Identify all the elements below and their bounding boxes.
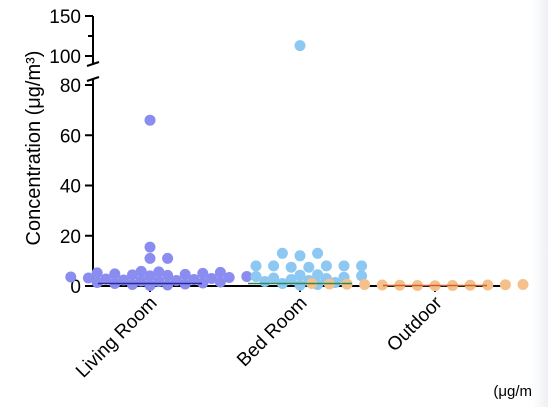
y-tick-label: 60: [60, 126, 81, 147]
data-point: [303, 261, 315, 273]
data-point: [214, 276, 226, 288]
data-point: [356, 270, 368, 282]
data-point: [276, 247, 288, 259]
y-tick-label: 40: [60, 177, 81, 198]
unit-note: (μg/m³): [493, 383, 542, 400]
y-tick-label: 20: [60, 227, 81, 248]
data-point: [109, 268, 121, 280]
data-point: [162, 252, 174, 264]
data-point: [91, 267, 103, 279]
data-point: [356, 260, 368, 272]
data-point: [223, 272, 235, 283]
data-point: [65, 271, 77, 283]
data-point: [188, 274, 200, 285]
data-point: [144, 252, 156, 264]
data-point: [320, 260, 332, 272]
data-point: [294, 279, 306, 291]
data-point: [338, 260, 350, 272]
axis-break-mark: [86, 76, 100, 82]
axis-break-mark: [86, 61, 100, 67]
axes: 0 20 40 60 80 100 150 Living Room Bed Room Outdoo…: [49, 7, 502, 382]
median-lines: [98, 282, 487, 287]
category-label: Outdoor: [383, 292, 447, 356]
data-point: [250, 271, 262, 282]
data-point: [268, 272, 280, 284]
data-point: [312, 247, 324, 259]
data-point: [241, 271, 253, 282]
data-point: [91, 277, 103, 288]
data-point: [144, 270, 156, 282]
data-point: [294, 250, 306, 262]
y-tick-label: 80: [60, 76, 81, 97]
data-point: [135, 265, 147, 277]
data-point: [294, 269, 306, 281]
data-point: [153, 266, 165, 278]
data-point: [214, 266, 226, 278]
data-point: [499, 279, 511, 291]
y-axis-title: Concentration (μg/m³): [23, 51, 45, 246]
data-point: [162, 279, 174, 291]
data-point: [197, 267, 209, 279]
data-point: [126, 279, 138, 290]
data-point: [268, 260, 280, 272]
data-points: [65, 40, 547, 292]
data-point: [312, 269, 324, 281]
data-point: [162, 269, 174, 281]
data-point: [144, 114, 156, 126]
data-point: [359, 279, 371, 290]
y-tick-label: 150: [49, 7, 81, 28]
data-point: [197, 277, 209, 289]
data-point: [294, 40, 306, 52]
data-point: [144, 241, 156, 253]
data-point: [285, 274, 297, 285]
y-tick-label: 0: [70, 277, 81, 298]
data-point: [482, 279, 494, 291]
data-point: [179, 268, 191, 280]
data-point: [82, 272, 94, 284]
category-label: Bed Room: [233, 293, 311, 371]
data-point: [206, 273, 218, 284]
category-label: Living Room: [72, 293, 162, 383]
data-point: [376, 279, 388, 291]
data-point: [285, 261, 297, 273]
edge-strip: [532, 0, 548, 407]
data-point: [250, 260, 262, 272]
data-point: [517, 279, 529, 290]
data-point: [126, 269, 138, 281]
y-tick-label: 100: [49, 47, 81, 68]
data-point: [100, 273, 112, 285]
